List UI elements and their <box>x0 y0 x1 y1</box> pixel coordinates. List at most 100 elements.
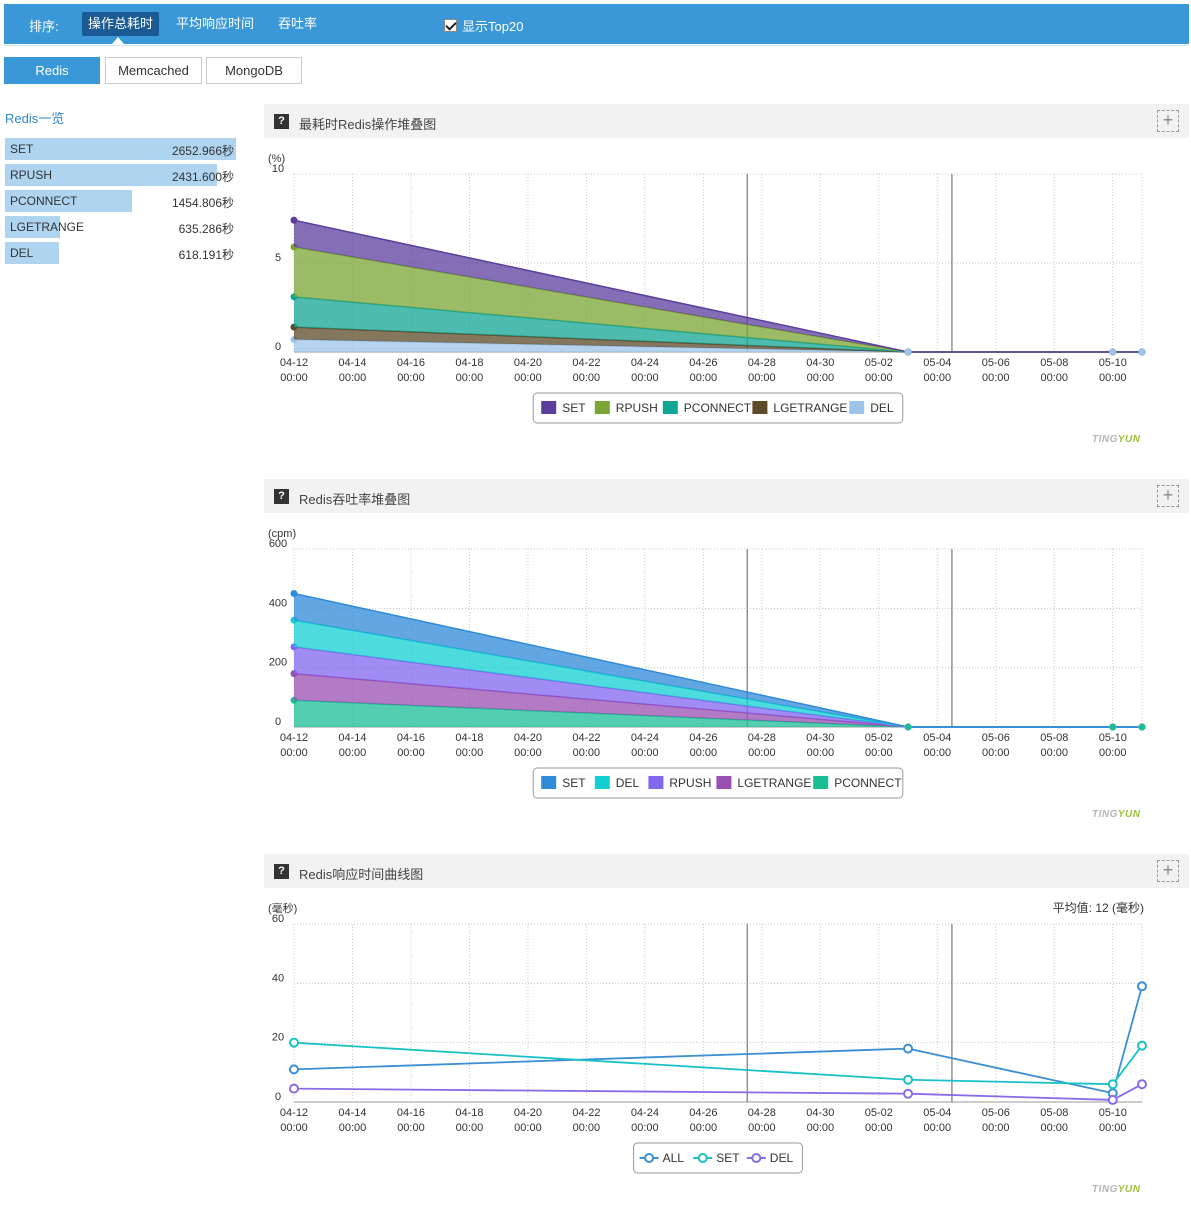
x-tick-sublabel: 00:00 <box>924 1122 952 1134</box>
tingyun-watermark: TINGYUN <box>1092 1184 1141 1195</box>
overview-row[interactable]: LGETRANGE 635.286秒 <box>5 216 236 238</box>
x-tick-label: 04-22 <box>572 732 600 744</box>
chart-duration-svg: (%) 0 5 10 04-12 00:00 04-14 00:00 04-16 00:00 04-… <box>268 153 1146 424</box>
x-tick-sublabel: 00:00 <box>1099 747 1127 759</box>
x-tick-sublabel: 00:00 <box>280 1122 308 1134</box>
sort-label: 排序: <box>29 19 59 34</box>
data-point <box>1137 981 1147 992</box>
data-point <box>1138 723 1146 731</box>
overview-name: RPUSH <box>10 168 53 182</box>
help-icon[interactable]: ? <box>274 114 289 129</box>
area-edge-set <box>293 592 1142 728</box>
overview-row[interactable]: RPUSH 2431.600秒 <box>5 164 236 186</box>
x-tick-label: 04-22 <box>572 1107 600 1119</box>
y-tick-label: 20 <box>272 1032 284 1044</box>
overview-row[interactable]: DEL 618.191秒 <box>5 242 236 264</box>
panel-title: 最耗时Redis操作堆叠图 <box>299 117 437 132</box>
panel-title: Redis吞吐率堆叠图 <box>299 492 411 507</box>
data-point <box>1109 723 1117 731</box>
tab-mongodb[interactable]: MongoDB <box>206 57 302 84</box>
top20-checkbox[interactable] <box>444 19 457 32</box>
add-plus-icon[interactable]: + <box>1157 860 1179 882</box>
overview-value: 635.286秒 <box>178 222 234 236</box>
x-tick-sublabel: 00:00 <box>1099 372 1127 384</box>
tab-memcached[interactable]: Memcached <box>105 57 202 84</box>
x-tick-label: 05-06 <box>982 732 1010 744</box>
data-point <box>289 1064 299 1075</box>
overview-value: 2652.966秒 <box>171 144 234 158</box>
y-tick-label: 10 <box>272 163 284 175</box>
line-del <box>293 1083 1143 1101</box>
chart-legend: ALL SET DEL <box>633 1142 803 1174</box>
help-icon[interactable]: ? <box>274 489 289 504</box>
data-point <box>289 1083 299 1094</box>
x-tick-label: 04-12 <box>280 1107 308 1119</box>
chart-response-lines: (毫秒) 平均值: 12 (毫秒) 0 20 40 60 04-12 00:00 04-14 00… <box>264 888 1189 1198</box>
x-tick-sublabel: 00:00 <box>339 747 367 759</box>
x-tick-sublabel: 00:00 <box>748 747 776 759</box>
x-tick-label: 04-12 <box>280 732 308 744</box>
sort-bar: 排序: 操作总耗时 平均响应时间 吞吐率 显示Top20 <box>4 4 1189 44</box>
overview-title[interactable]: Redis一览 <box>5 111 65 126</box>
legend-swatch <box>648 776 664 789</box>
y-tick-label: 5 <box>275 252 281 264</box>
x-tick-label: 04-24 <box>631 1107 659 1119</box>
chart-throughput-svg: (cpm) 0 200 400 600 04-12 00:00 04-14 00:00 04-16… <box>268 528 1146 799</box>
x-tick-label: 04-30 <box>806 732 834 744</box>
top20-label: 显示Top20 <box>462 19 524 34</box>
watermark-part1: TING <box>1092 809 1118 820</box>
overview-bar <box>5 164 217 186</box>
area-edge-set <box>293 219 1142 353</box>
overview-row[interactable]: PCONNECT 1454.806秒 <box>5 190 236 212</box>
legend-label: LGETRANGE <box>737 776 811 790</box>
sort-option-avg-response[interactable]: 平均响应时间 <box>176 16 255 31</box>
sort-option-throughput[interactable]: 吞吐率 <box>278 16 318 31</box>
legend-label: SET <box>562 776 586 790</box>
legend-label: SET <box>562 401 586 415</box>
legend-swatch <box>813 776 829 789</box>
y-tick-label: 0 <box>275 1091 281 1103</box>
x-tick-label: 05-10 <box>1099 732 1127 744</box>
legend-swatch <box>752 401 768 414</box>
x-tick-sublabel: 00:00 <box>807 1122 835 1134</box>
x-tick-sublabel: 00:00 <box>514 1122 542 1134</box>
x-tick-label: 05-04 <box>923 732 951 744</box>
legend-marker <box>751 1153 762 1163</box>
chart-throughput-stacked: (cpm) 0 200 400 600 04-12 00:00 04-14 00:00 04-16… <box>264 513 1189 823</box>
x-tick-sublabel: 00:00 <box>456 1122 484 1134</box>
legend-label: PCONNECT <box>684 401 752 415</box>
legend-marker <box>644 1153 655 1163</box>
data-point <box>903 1088 914 1099</box>
sort-option-total-time[interactable]: 操作总耗时 <box>82 12 160 36</box>
overview-name: DEL <box>10 246 34 260</box>
data-point <box>1107 1094 1118 1105</box>
y-axis-label: (cpm) <box>268 528 296 540</box>
x-tick-sublabel: 00:00 <box>807 747 835 759</box>
x-tick-label: 04-16 <box>397 1107 425 1119</box>
x-tick-sublabel: 00:00 <box>690 1122 718 1134</box>
data-point <box>904 723 912 731</box>
add-plus-icon[interactable]: + <box>1157 485 1179 507</box>
watermark-part1: TING <box>1092 1184 1118 1195</box>
x-tick-sublabel: 00:00 <box>280 372 308 384</box>
data-point <box>903 1043 914 1054</box>
x-tick-label: 05-02 <box>865 357 893 369</box>
add-plus-icon[interactable]: + <box>1157 110 1179 132</box>
legend-box <box>532 392 904 424</box>
chart-duration-stacked: (%) 0 5 10 04-12 00:00 04-14 00:00 04-16 00:00 04-… <box>264 138 1189 448</box>
overview-value: 2431.600秒 <box>171 170 234 184</box>
y-tick-label: 0 <box>275 716 281 728</box>
data-point <box>1137 1040 1147 1051</box>
x-tick-sublabel: 00:00 <box>982 747 1010 759</box>
help-icon[interactable]: ? <box>274 864 289 879</box>
legend-label: ALL <box>663 1151 685 1165</box>
x-tick-label: 04-28 <box>748 732 776 744</box>
tab-redis[interactable]: Redis <box>4 57 100 84</box>
legend-label: LGETRANGE <box>773 401 847 415</box>
x-tick-sublabel: 00:00 <box>397 747 425 759</box>
overview-row[interactable]: SET 2652.966秒 <box>5 138 236 160</box>
x-tick-sublabel: 00:00 <box>456 372 484 384</box>
top20-toggle[interactable]: 显示Top20 <box>444 16 523 35</box>
x-tick-label: 04-14 <box>338 732 366 744</box>
overview-bar <box>5 190 132 212</box>
